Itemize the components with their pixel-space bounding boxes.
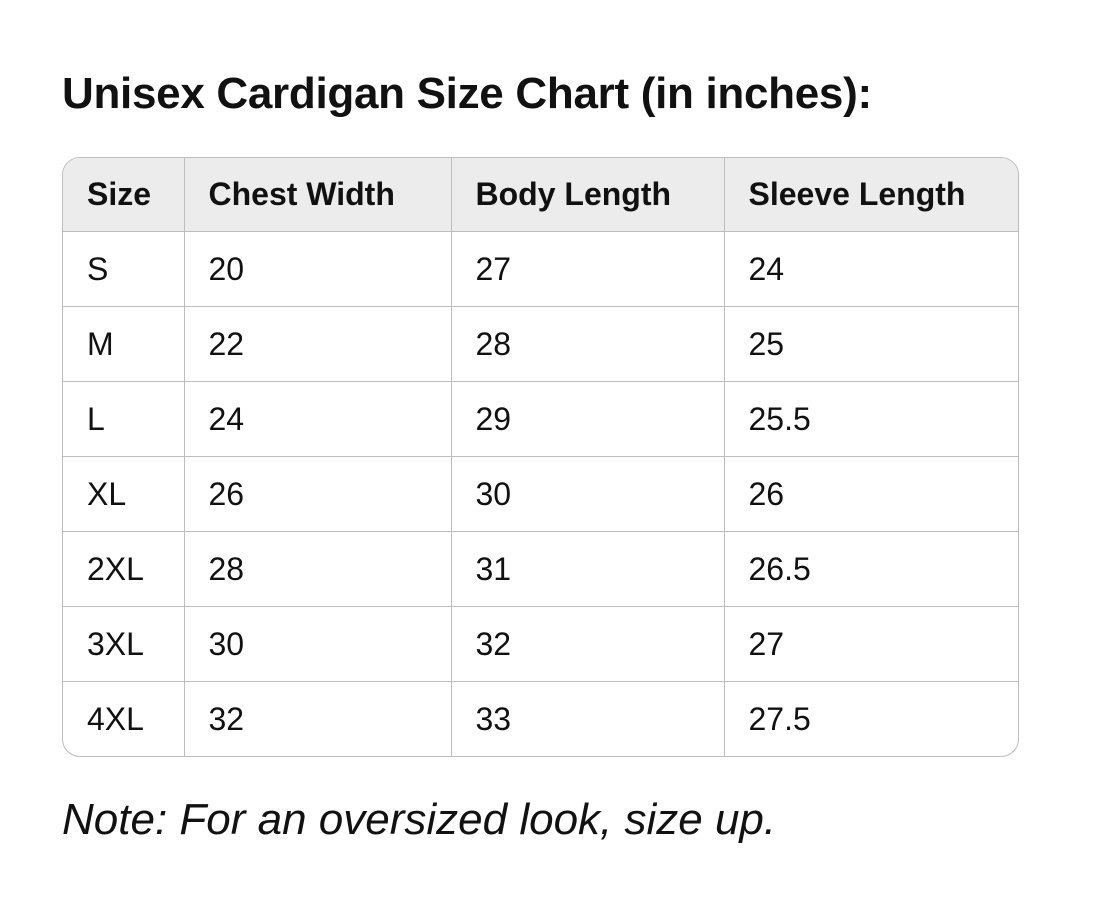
table-cell: 26 (184, 456, 452, 532)
table-cell: 4XL (63, 681, 185, 756)
table-cell: 30 (184, 606, 452, 682)
table-row: 2XL 28 31 26.5 (63, 531, 1018, 607)
column-header: Chest Width (184, 158, 452, 232)
table-row: XL 26 30 26 (63, 456, 1018, 532)
table-cell: 26 (724, 456, 1018, 532)
table-row: M 22 28 25 (63, 306, 1018, 382)
size-table: Size Chest Width Body Length Sleeve Length … (63, 158, 1018, 756)
table-container: Size Chest Width Body Length Sleeve Length … (62, 157, 1019, 757)
table-cell: 24 (184, 381, 452, 457)
table-cell: 22 (184, 306, 452, 382)
table-cell: 25 (724, 306, 1018, 382)
table-cell: 28 (184, 531, 452, 607)
table-cell: 32 (451, 606, 725, 682)
title: Unisex Cardigan Size Chart (in inches): (62, 69, 872, 118)
table-cell: 32 (184, 681, 452, 756)
table-cell: 33 (451, 681, 725, 756)
table-cell: S (63, 231, 185, 307)
table-cell: 24 (724, 231, 1018, 307)
table-cell: 30 (451, 456, 725, 532)
table-cell: 29 (451, 381, 725, 457)
table-cell: M (63, 306, 185, 382)
table-cell: L (63, 381, 185, 457)
header-row: Size Chest Width Body Length Sleeve Length (63, 158, 1018, 232)
table-cell: 27 (724, 606, 1018, 682)
table-cell: 27.5 (748, 700, 811, 737)
table-cell: 20 (184, 231, 452, 307)
table-cell: 26.5 (724, 531, 1018, 607)
table-cell: 31 (451, 531, 725, 607)
note: Note: For an oversized look, size up. (62, 795, 777, 844)
table-row: S 20 27 24 (63, 231, 1018, 307)
column-header: Body Length (451, 158, 725, 232)
table-cell: XL (63, 456, 185, 532)
table-cell: 28 (451, 306, 725, 382)
column-header: Size (63, 158, 185, 232)
table-cell: 25.5 (724, 381, 1018, 457)
table-row: 4XL 32 33 27.5 (63, 681, 1018, 756)
column-header: Sleeve Length (724, 158, 1018, 232)
table-cell: 27 (451, 231, 725, 307)
table-row: L 24 29 25.5 (63, 381, 1018, 457)
table-body: S 20 27 24 M 22 28 25 L 24 29 25.5 XL 26 30 26 2XL 28 31 26… (63, 231, 1018, 756)
table-cell: 2XL (63, 531, 185, 607)
table-cell: 3XL (63, 606, 185, 682)
table-row: 3XL 30 32 27 (63, 606, 1018, 682)
